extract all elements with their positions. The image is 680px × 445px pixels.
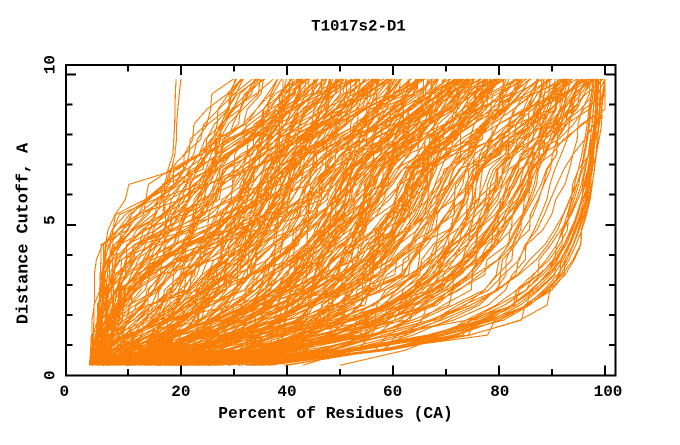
svg-text:Percent of Residues (CA): Percent of Residues (CA) — [218, 404, 453, 423]
svg-text:0: 0 — [42, 370, 60, 380]
svg-text:60: 60 — [383, 383, 402, 401]
svg-text:T1017s2-D1: T1017s2-D1 — [311, 17, 406, 35]
svg-text:100: 100 — [594, 383, 623, 401]
svg-text:Distance Cutoff, A: Distance Cutoff, A — [14, 142, 33, 324]
svg-text:80: 80 — [490, 383, 509, 401]
svg-text:20: 20 — [171, 383, 190, 401]
svg-text:10: 10 — [42, 55, 60, 74]
svg-text:40: 40 — [277, 383, 296, 401]
svg-text:0: 0 — [59, 383, 69, 401]
svg-text:5: 5 — [42, 215, 60, 225]
